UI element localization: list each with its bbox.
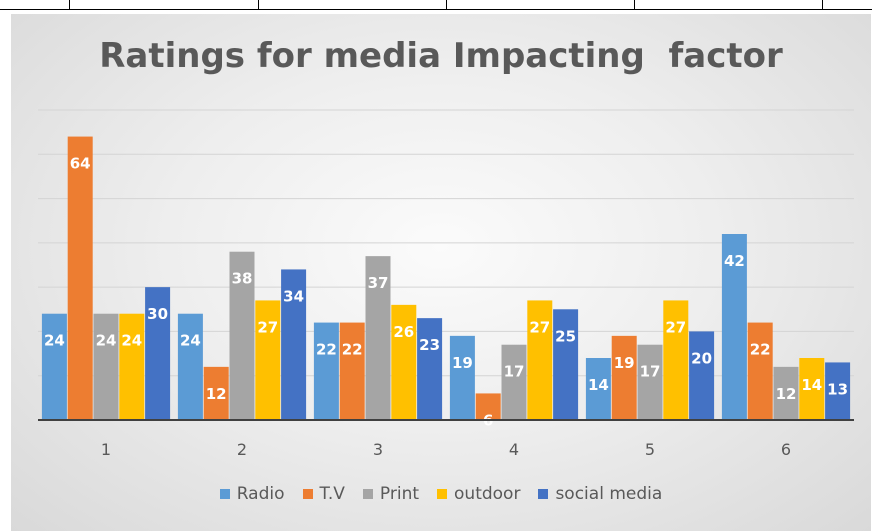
bar <box>93 313 119 420</box>
chart-title: Ratings for media Impacting factor <box>99 36 783 76</box>
data-label: 23 <box>419 336 440 354</box>
bar <box>203 366 229 420</box>
bar <box>313 322 339 420</box>
bar <box>475 393 501 420</box>
legend-swatch <box>362 489 373 499</box>
bar <box>527 300 553 420</box>
data-label: 17 <box>504 363 525 381</box>
bar <box>449 335 475 420</box>
data-label: 25 <box>555 327 576 345</box>
data-label: 22 <box>316 341 337 359</box>
data-label: 64 <box>70 155 91 173</box>
data-label: 34 <box>283 287 304 305</box>
legend-item: Print <box>362 484 420 504</box>
data-label: 13 <box>827 380 848 398</box>
bar <box>255 300 281 420</box>
table-cell-divider <box>258 0 259 10</box>
bar <box>689 331 715 420</box>
bar <box>611 335 637 420</box>
data-label: 14 <box>801 376 822 394</box>
legend-label: outdoor <box>454 484 521 504</box>
table-border-line <box>0 9 872 10</box>
bar <box>145 287 171 420</box>
x-tick-label: 6 <box>781 440 791 459</box>
legend-item: Radio <box>219 484 285 504</box>
legend-item: outdoor <box>437 484 520 504</box>
bar <box>365 256 391 420</box>
x-tick-label: 2 <box>237 440 247 459</box>
bar <box>391 304 417 420</box>
chart-area: Ratings for media Impacting factor 24 24 2… <box>11 14 871 531</box>
x-tick-label: 5 <box>645 440 655 459</box>
bar <box>553 309 579 420</box>
legend-swatch <box>302 489 313 499</box>
x-tick-label: 3 <box>373 440 383 459</box>
data-label: 12 <box>206 385 227 403</box>
bar <box>67 136 93 421</box>
data-label: 42 <box>724 252 745 270</box>
data-label: 24 <box>96 332 117 350</box>
data-label: 12 <box>776 385 797 403</box>
legend-item: T.V <box>302 484 345 504</box>
table-cell-divider <box>634 0 635 10</box>
data-label: 19 <box>452 354 473 372</box>
data-label: 27 <box>529 318 550 336</box>
table-cell-divider <box>446 0 447 10</box>
legend-label: Radio <box>236 484 285 504</box>
data-label: 27 <box>665 318 686 336</box>
legend-item: social media <box>538 484 662 504</box>
legend-label: Print <box>379 484 420 504</box>
legend-swatch <box>437 489 448 499</box>
legend-swatch <box>538 489 549 499</box>
data-label: 17 <box>640 363 661 381</box>
x-tick-label: 4 <box>509 440 519 459</box>
bar <box>585 358 611 420</box>
bar <box>339 322 365 420</box>
bar <box>637 344 663 420</box>
bar <box>119 313 145 420</box>
data-label: 24 <box>44 332 65 350</box>
bar-chart-plot: 2424221914426412226192224383717171224272… <box>38 109 854 459</box>
data-label: 24 <box>121 332 142 350</box>
legend-label: social media <box>555 484 663 504</box>
bar <box>663 300 689 420</box>
data-label: 24 <box>180 332 201 350</box>
bar <box>799 358 825 420</box>
bar <box>773 366 799 420</box>
data-label: 27 <box>257 318 278 336</box>
data-label: 19 <box>614 354 635 372</box>
bar <box>501 344 527 420</box>
data-label: 37 <box>368 274 389 292</box>
data-label: 22 <box>342 341 363 359</box>
x-tick-label: 1 <box>101 440 111 459</box>
chart-legend: Radio T.V Print outdoor social media <box>11 484 871 504</box>
bar <box>747 322 773 420</box>
table-cell-divider <box>69 0 70 10</box>
bar <box>41 313 67 420</box>
table-cell-divider <box>822 0 823 10</box>
legend-label: T.V <box>319 484 345 504</box>
data-label: 20 <box>691 349 712 367</box>
legend-swatch <box>219 489 230 499</box>
bar <box>417 318 443 420</box>
table-border-strip <box>0 0 872 11</box>
bar <box>825 362 851 420</box>
bar <box>229 251 255 420</box>
data-label: 38 <box>232 270 253 288</box>
data-label: 22 <box>750 341 771 359</box>
data-label: 30 <box>147 305 168 323</box>
data-label: 14 <box>588 376 609 394</box>
data-label: 26 <box>393 323 414 341</box>
bar <box>721 234 747 420</box>
bar <box>281 269 307 420</box>
bar <box>177 313 203 420</box>
